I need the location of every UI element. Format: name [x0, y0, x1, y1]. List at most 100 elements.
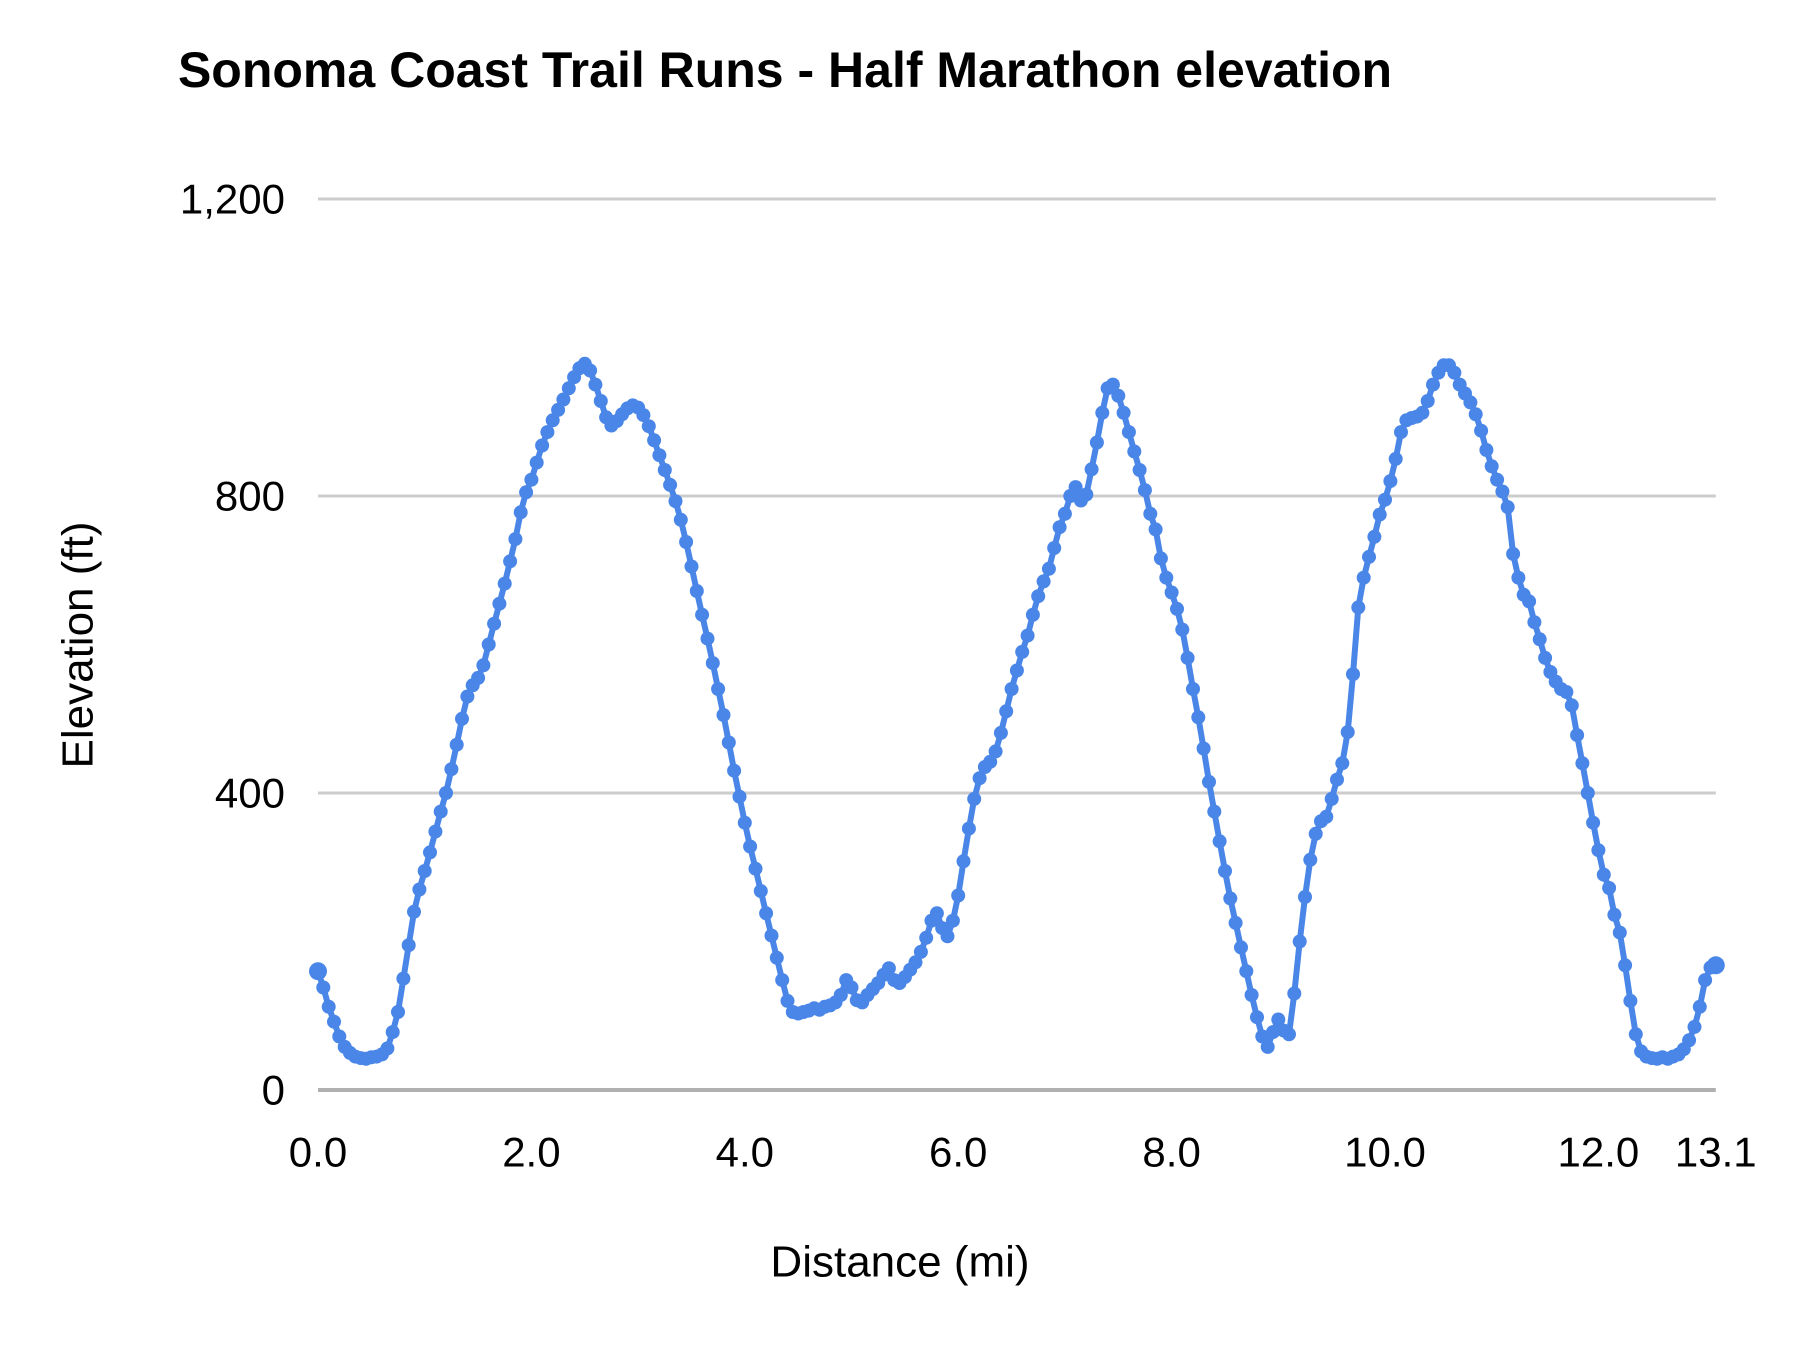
data-point-dot — [1362, 549, 1376, 564]
x-tick-label: 0.0 — [289, 1129, 347, 1176]
data-point-dot — [1084, 462, 1099, 477]
data-point-dot — [1687, 1019, 1702, 1034]
data-point-dot — [652, 448, 667, 463]
data-point-dot — [412, 882, 427, 897]
data-point-dot — [993, 725, 1008, 740]
data-point-dot — [380, 1041, 395, 1056]
y-tick-label: 400 — [215, 770, 285, 817]
data-point-dot — [1031, 589, 1046, 604]
data-point-dot — [513, 505, 528, 520]
data-point-dot — [316, 980, 331, 995]
data-point-dot — [1025, 607, 1040, 622]
data-point-dot — [1580, 786, 1595, 800]
data-point-dot — [1207, 804, 1222, 819]
data-point-dot — [1506, 546, 1521, 561]
data-point-dot — [1618, 958, 1633, 973]
data-point-dot — [1196, 741, 1211, 756]
data-point-dot — [700, 631, 715, 646]
data-point-dot — [1175, 622, 1190, 637]
data-point-dot — [1586, 815, 1601, 830]
data-point-dot — [1234, 940, 1248, 955]
data-point-dot — [327, 1014, 341, 1029]
data-point-dot — [1484, 459, 1499, 474]
x-axis-title: Distance (mi) — [770, 1238, 1029, 1287]
data-point-dot — [1319, 809, 1334, 824]
data-point-dot — [908, 955, 923, 970]
data-point-dot — [716, 708, 731, 722]
data-point-dot — [1426, 377, 1440, 392]
data-point-dot — [1682, 1033, 1697, 1048]
data-point-dot — [1105, 377, 1120, 392]
data-point-dot — [455, 711, 469, 726]
data-point-dot — [1047, 541, 1062, 555]
data-point-dot — [1266, 1025, 1280, 1040]
y-axis-tick-labels: 0 400 800 1,200 — [180, 176, 285, 1114]
data-point-dot — [881, 961, 896, 976]
data-point-dot — [1463, 395, 1478, 410]
data-point-dot — [428, 824, 443, 839]
data-point-dot — [385, 1025, 400, 1040]
data-point-dot — [551, 402, 566, 417]
data-point-dot — [460, 689, 475, 704]
data-point-dot — [519, 485, 534, 500]
data-point-dot — [1009, 663, 1024, 678]
data-point-dot — [588, 377, 603, 392]
data-point-dot — [1527, 615, 1542, 630]
data-point-dot — [1388, 451, 1403, 466]
data-point-dot — [961, 821, 976, 836]
data-point-dot — [1052, 520, 1067, 535]
data-point-dot — [913, 944, 928, 959]
data-point-dot — [951, 888, 966, 903]
data-point-dot — [1004, 682, 1019, 696]
data-point-dot — [1692, 999, 1707, 1014]
data-point-dot — [439, 786, 453, 800]
data-point-dot — [1212, 834, 1227, 849]
data-point-dot — [1607, 907, 1622, 922]
data-point-dot — [1223, 891, 1238, 906]
data-point-dot — [1511, 570, 1526, 585]
gridlines — [318, 197, 1716, 1092]
data-point-dot — [769, 950, 784, 965]
data-point-dot — [561, 381, 576, 396]
data-point-dot — [1036, 574, 1051, 589]
data-point-dot — [684, 559, 699, 574]
x-tick-label: 2.0 — [502, 1129, 560, 1176]
data-point-dot — [1111, 388, 1126, 403]
data-point-dot — [1202, 774, 1216, 789]
data-point-dot — [641, 419, 656, 434]
data-point-dot — [732, 789, 747, 804]
x-tick-label: 10.0 — [1344, 1129, 1426, 1176]
data-point-dot — [508, 532, 523, 547]
data-point-dot — [1335, 756, 1350, 771]
data-point-dot — [1490, 472, 1505, 487]
data-point-dot — [545, 413, 560, 428]
data-point-dot — [391, 1005, 405, 1019]
data-point-dot — [929, 906, 944, 921]
data-point-dot — [727, 763, 742, 778]
data-point-dot — [737, 815, 752, 830]
data-point-dot — [1698, 973, 1713, 988]
data-point-dot — [321, 999, 336, 1014]
data-point-dot — [668, 494, 683, 509]
data-point-dot — [1575, 756, 1590, 771]
data-point-dot — [540, 425, 555, 440]
data-point-dot — [1394, 425, 1408, 440]
data-point-dot — [705, 656, 720, 671]
data-point-dot — [1415, 405, 1430, 420]
data-point-dot — [1420, 394, 1435, 408]
data-point-dot — [956, 854, 971, 869]
data-point-dot — [1079, 487, 1094, 502]
data-point-dot — [1191, 710, 1206, 725]
data-point-dot — [1089, 435, 1104, 450]
data-point-dot — [967, 791, 982, 806]
data-point-dot — [983, 754, 998, 769]
data-point-dot — [1591, 843, 1606, 858]
data-point-dot — [663, 477, 678, 492]
data-point-dot — [1623, 993, 1638, 1008]
data-point-dot — [583, 363, 598, 378]
data-point-dot — [636, 408, 651, 423]
data-point-dot — [1538, 650, 1553, 665]
data-point-dot — [1095, 405, 1110, 420]
data-point-dot — [1015, 644, 1030, 659]
y-tick-label: 1,200 — [180, 176, 285, 223]
